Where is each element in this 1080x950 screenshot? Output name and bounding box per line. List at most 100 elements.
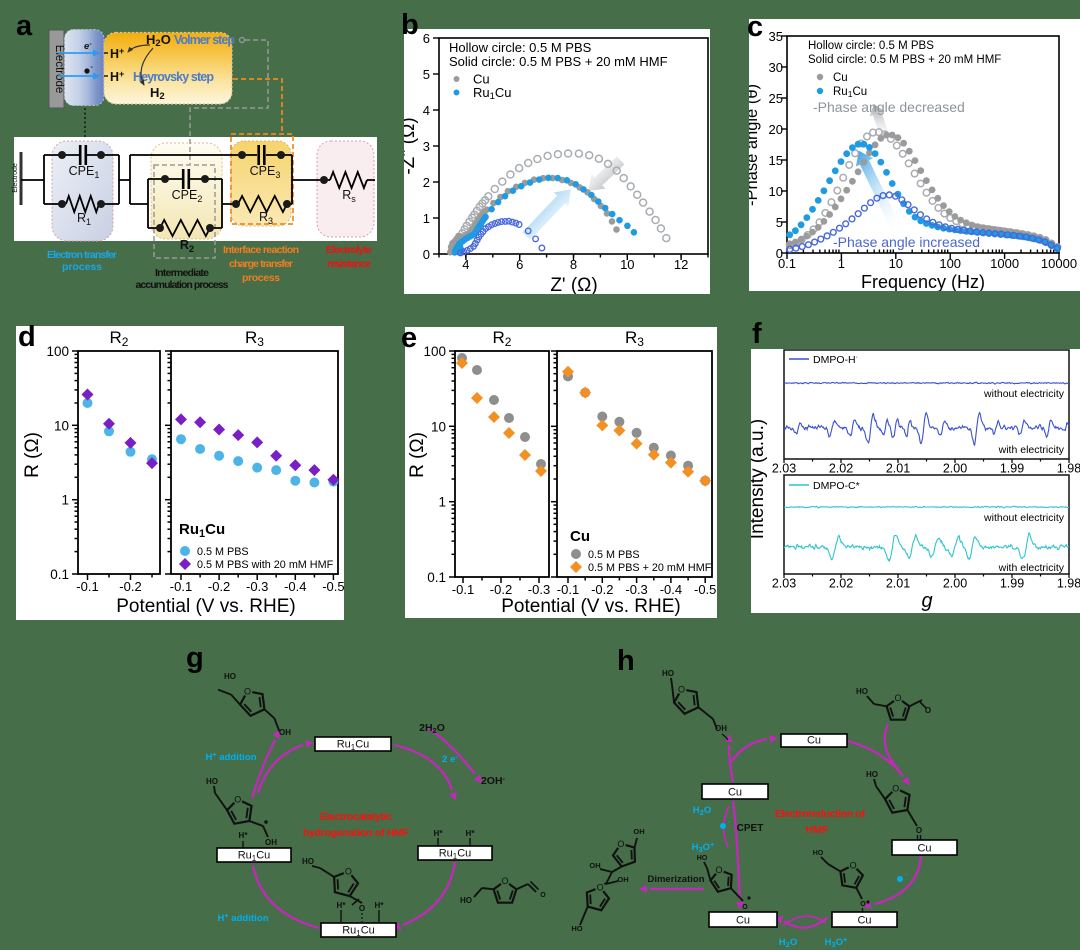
- svg-text:2OH-: 2OH-: [481, 774, 506, 787]
- svg-text:Electroreduction of: Electroreduction of: [775, 808, 866, 820]
- svg-text:2.02: 2.02: [829, 462, 853, 476]
- svg-text:8: 8: [570, 257, 577, 272]
- svg-text:Electrode: Electrode: [12, 163, 19, 193]
- svg-text:HO: HO: [302, 857, 314, 866]
- svg-text:10: 10: [431, 419, 446, 434]
- svg-text:30: 30: [769, 60, 783, 75]
- svg-text:Intensity (a.u.): Intensity (a.u.): [751, 419, 768, 539]
- svg-text:H2O: H2O: [146, 32, 171, 49]
- svg-text:H*: H*: [337, 901, 347, 910]
- svg-text:Cu: Cu: [736, 915, 750, 927]
- svg-text:charge transfer: charge transfer: [229, 258, 293, 270]
- svg-text:-: -: [728, 819, 731, 826]
- svg-text:CPE1: CPE1: [69, 164, 100, 180]
- svg-text:Volmer step: Volmer step: [174, 33, 235, 47]
- svg-text:Solid circle: 0.5 M PBS + 20 m: Solid circle: 0.5 M PBS + 20 mM HMF: [808, 54, 1001, 66]
- svg-text:-0.4: -0.4: [284, 579, 306, 594]
- svg-text:OH: OH: [279, 728, 291, 737]
- svg-text:-0.4: -0.4: [660, 582, 682, 597]
- svg-text:-0.2: -0.2: [591, 582, 613, 597]
- svg-text:-0.3: -0.3: [246, 579, 268, 594]
- svg-text:1.98: 1.98: [1057, 577, 1080, 591]
- svg-text:-0.5: -0.5: [322, 579, 344, 594]
- svg-text:Electron transfer: Electron transfer: [47, 249, 117, 261]
- svg-text:100: 100: [46, 344, 69, 359]
- svg-text:1.99: 1.99: [1000, 577, 1024, 591]
- svg-text:2.00: 2.00: [943, 577, 967, 591]
- svg-text:0: 0: [423, 247, 430, 262]
- svg-text:Intermediate: Intermediate: [155, 267, 209, 279]
- svg-text:100: 100: [939, 256, 961, 271]
- svg-text:CPET: CPET: [737, 823, 764, 834]
- svg-text:-0.1: -0.1: [76, 579, 98, 594]
- svg-text:1: 1: [838, 256, 845, 271]
- svg-text:OH: OH: [617, 875, 628, 884]
- svg-text:Ru1Cu: Ru1Cu: [833, 86, 867, 99]
- svg-text:OH: OH: [633, 827, 644, 836]
- svg-text:HO: HO: [460, 896, 472, 905]
- svg-text:H*: H*: [375, 901, 385, 910]
- svg-text:-Z'' (Ω): -Z'' (Ω): [404, 117, 419, 174]
- svg-text:with electricity: with electricity: [998, 444, 1065, 456]
- svg-text:-0.3: -0.3: [625, 582, 647, 597]
- svg-text:0: 0: [776, 246, 783, 261]
- svg-text:Ru1Cu: Ru1Cu: [439, 848, 472, 862]
- svg-text:H+ addition: H+ addition: [218, 913, 269, 924]
- svg-text:DMPO-H·: DMPO-H·: [813, 354, 858, 366]
- svg-text:Cu: Cu: [833, 72, 848, 84]
- svg-text:25: 25: [769, 91, 783, 106]
- svg-text:CPE3: CPE3: [250, 164, 281, 180]
- svg-text:2 e-: 2 e-: [442, 752, 458, 765]
- svg-text:10: 10: [620, 257, 634, 272]
- svg-text:Ru1Cu: Ru1Cu: [238, 850, 271, 864]
- svg-text:O: O: [678, 684, 685, 694]
- svg-text:H*: H*: [466, 829, 476, 838]
- svg-text:Heyrovsky step: Heyrovsky step: [133, 70, 214, 84]
- svg-text:without electricity: without electricity: [983, 388, 1065, 400]
- svg-text:HO: HO: [662, 669, 674, 678]
- svg-text:HO: HO: [856, 687, 868, 696]
- svg-text:H2O: H2O: [693, 805, 711, 817]
- svg-text:R (Ω): R (Ω): [407, 432, 428, 478]
- svg-text:Electrolyte: Electrolyte: [326, 244, 372, 256]
- svg-text:4: 4: [423, 103, 430, 118]
- svg-text:O: O: [244, 686, 251, 696]
- svg-text:1: 1: [61, 493, 69, 508]
- svg-text:Hollow circle: 0.5 M PBS: Hollow circle: 0.5 M PBS: [808, 40, 934, 52]
- svg-text:Cu: Cu: [473, 72, 490, 87]
- svg-text:2.01: 2.01: [886, 577, 910, 591]
- svg-text:2.02: 2.02: [829, 577, 853, 591]
- svg-text:-0.1: -0.1: [557, 582, 579, 597]
- svg-text:H+ addition: H+ addition: [206, 752, 257, 763]
- svg-text:10: 10: [889, 256, 903, 271]
- svg-text:Electrocatalytic: Electrocatalytic: [320, 811, 392, 823]
- svg-text:e-: e-: [84, 41, 92, 52]
- svg-text:2: 2: [423, 175, 430, 190]
- svg-text:Hollow circle: 0.5 M PBS: Hollow circle: 0.5 M PBS: [449, 40, 592, 55]
- svg-text:0.5 M PBS + 20 mM HMF: 0.5 M PBS + 20 mM HMF: [588, 562, 712, 574]
- svg-text:6: 6: [516, 257, 523, 272]
- svg-text:Dimerization: Dimerization: [647, 874, 704, 885]
- svg-text:2.00: 2.00: [943, 462, 967, 476]
- svg-text:0.1: 0.1: [778, 256, 796, 271]
- svg-text:2H2O: 2H2O: [419, 722, 445, 735]
- svg-text:H3O+: H3O+: [692, 840, 715, 854]
- svg-text:process: process: [242, 272, 280, 284]
- svg-text:resistance: resistance: [327, 258, 371, 270]
- svg-text:O: O: [597, 883, 604, 893]
- svg-text:Ru1Cu: Ru1Cu: [473, 85, 512, 102]
- svg-text:-0.2: -0.2: [208, 579, 230, 594]
- svg-text:process: process: [62, 261, 102, 273]
- svg-text:10000: 10000: [1041, 256, 1077, 271]
- svg-text:1.99: 1.99: [1000, 462, 1024, 476]
- svg-text:-0.5: -0.5: [694, 582, 716, 597]
- svg-text:Cu: Cu: [728, 787, 742, 799]
- svg-text:-0.3: -0.3: [528, 582, 550, 597]
- svg-text:-Phase angle (θ): -Phase angle (θ): [749, 84, 761, 206]
- svg-text:2.01: 2.01: [886, 462, 910, 476]
- svg-text:OH: OH: [715, 724, 727, 733]
- svg-text:HMF: HMF: [806, 824, 829, 836]
- svg-text:Cu: Cu: [917, 843, 931, 855]
- svg-text:-: -: [91, 64, 94, 71]
- svg-text:Solid circle: 0.5 M PBS + 20 m: Solid circle: 0.5 M PBS + 20 mM HMF: [449, 54, 668, 69]
